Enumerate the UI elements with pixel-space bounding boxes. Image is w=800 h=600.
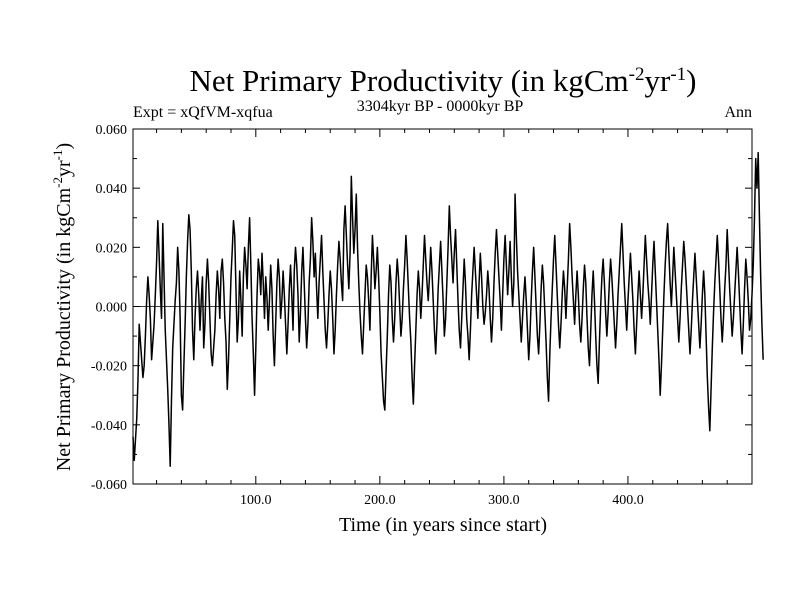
x-tick-label: 200.0 [364, 493, 396, 508]
x-tick-label: 100.0 [240, 493, 272, 508]
y-tick-label: 0.060 [96, 123, 128, 138]
y-tick-label: 0.040 [96, 182, 128, 197]
y-tick-label: 0.000 [96, 301, 128, 316]
y-tick-label: 0.020 [96, 241, 128, 256]
y-axis-label: Net Primary Productivity (in kgCm-2yr-1) [50, 143, 75, 471]
x-axis-label: Time (in years since start) [339, 514, 547, 536]
y-tick-label: -0.040 [91, 419, 127, 434]
experiment-label: Expt = xQfVM-xqfua [133, 104, 273, 121]
chart-title: Net Primary Productivity (in kgCm-2yr-1) [190, 63, 697, 98]
x-tick-label: 300.0 [488, 493, 520, 508]
x-tick-label: 400.0 [612, 493, 644, 508]
series-line-npp [132, 151, 764, 467]
plot-frame [132, 128, 753, 485]
season-label: Ann [724, 104, 752, 121]
y-tick-label: -0.020 [91, 360, 127, 375]
y-tick-label: -0.060 [91, 478, 127, 493]
axis-ticks: -0.060 -0.040 -0.020 0.000 0.020 0.040 0.060 10… [91, 123, 752, 508]
period-label: 3304kyr BP - 0000kyr BP [357, 98, 524, 115]
